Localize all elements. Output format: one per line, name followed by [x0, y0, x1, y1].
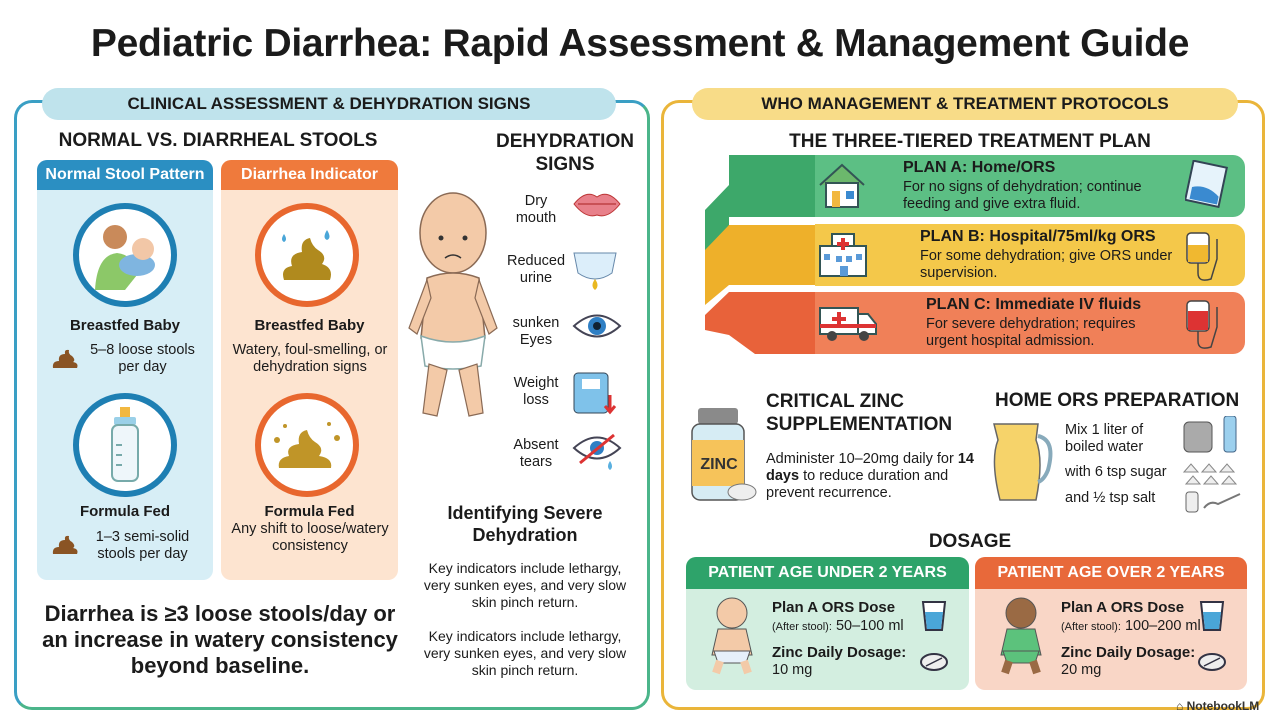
ors-dose-value: (After stool): 100–200 ml — [1061, 618, 1201, 634]
breastfeeding-icon — [73, 203, 177, 307]
ors-dose-value: (After stool): 50–100 ml — [772, 618, 904, 634]
dosage-title: DOSAGE — [928, 531, 1012, 552]
notebooklm-watermark: ⌂ NotebookLM — [1176, 699, 1260, 713]
treatment-plan-title: THE THREE-TIERED TREATMENT PLAN — [789, 131, 1151, 152]
plan-description: For some dehydration; give ORS under sup… — [920, 248, 1173, 281]
ors-ingredients-icons — [1182, 416, 1241, 513]
plan-description: For severe dehydration; requires urgent … — [926, 316, 1136, 349]
zinc-dose-label: Zinc Daily Dosage: — [1061, 644, 1196, 661]
normal-stool-header: Normal Stool Pattern — [37, 160, 213, 190]
diarrhea-formula-text: Any shift to loose/watery consistency — [231, 521, 389, 554]
zinc-dose-value: 20 mg — [1061, 662, 1102, 678]
diarrhea-formula-label: Formula Fed — [264, 503, 355, 520]
normal-formula-text: 1–3 semi-solid stools per day — [95, 529, 190, 562]
child-icon — [993, 595, 1049, 680]
plan-b-band — [815, 224, 1245, 286]
ors-dose-label: Plan A ORS Dose — [772, 599, 896, 616]
severe-dehydration-text: Key indicators include lethargy, very su… — [423, 560, 627, 610]
zinc-dose-value: 10 mg — [772, 662, 813, 678]
stools-title: NORMAL VS. DIARRHEAL STOOLS — [58, 130, 378, 151]
ors-dose-label: Plan A ORS Dose — [1061, 599, 1185, 616]
normal-breastfed-text: 5–8 loose stools per day — [90, 342, 195, 375]
plan-title: PLAN C: Immediate IV fluids — [926, 296, 1142, 313]
ors-pitcher-icon — [988, 420, 1058, 505]
zinc-title: CRITICAL ZINC SUPPLEMENTATION — [766, 391, 953, 435]
stool-icon — [50, 348, 80, 370]
eye-icon — [572, 311, 622, 346]
dosage-card-header: PATIENT AGE UNDER 2 YEARS — [686, 557, 969, 589]
cup-icon — [1199, 600, 1225, 637]
dehydration-sign-label: Dry mouth — [515, 193, 557, 226]
dehydration-sign-label: Weight loss — [513, 375, 559, 408]
stool-icon — [50, 534, 80, 556]
dehydration-sign-label: sunken Eyes — [512, 315, 560, 348]
house-icon — [818, 163, 866, 214]
watery-stool-icon — [255, 203, 359, 307]
zinc-dose-label: Zinc Daily Dosage: — [772, 644, 907, 661]
zinc-text: Administer 10–20mg daily for 14 days to … — [766, 451, 974, 501]
dehydration-title: DEHYDRATION SIGNS — [496, 131, 634, 175]
severe-dehydration-text-repeat: Key indicators include lethargy, very su… — [423, 628, 627, 678]
infant-icon — [704, 595, 760, 680]
plan-c-band — [815, 292, 1245, 354]
diarrhea-definition: Diarrhea is ≥3 loose stools/day or an in… — [42, 601, 398, 678]
plan-a-band — [815, 155, 1245, 217]
zinc-bottle-label: ZINC — [700, 456, 738, 473]
ors-packet-icon — [1184, 159, 1229, 213]
dehydration-sign-label: Reduced urine — [506, 253, 566, 286]
hospital-icon — [818, 232, 868, 283]
diaper-icon — [572, 249, 618, 298]
plan-title: PLAN B: Hospital/75ml/kg ORS — [920, 228, 1156, 245]
zinc-bottle-icon: ZINC — [690, 406, 760, 502]
dry-lips-icon — [572, 189, 622, 224]
clinical-assessment-header: CLINICAL ASSESSMENT & DEHYDRATION SIGNS — [42, 88, 616, 120]
cup-icon — [921, 600, 947, 637]
scale-icon — [572, 371, 618, 420]
tier-arrow-graphic — [705, 155, 815, 354]
ors-step-sugar: with 6 tsp sugar — [1065, 464, 1167, 480]
page-title: Pediatric Diarrhea: Rapid Assessment & M… — [90, 22, 1190, 65]
pill-icon — [919, 652, 949, 677]
diarrhea-breastfed-label: Breastfed Baby — [254, 317, 365, 334]
plan-description: For no signs of dehydration; continue fe… — [903, 179, 1142, 212]
dehydration-sign-label: Absent tears — [513, 437, 559, 470]
management-header: WHO MANAGEMENT & TREATMENT PROTOCOLS — [692, 88, 1238, 120]
iv-blood-bag-icon — [1185, 297, 1225, 358]
dosage-card-header: PATIENT AGE OVER 2 YEARS — [975, 557, 1247, 589]
baby-illustration — [403, 188, 503, 423]
baby-bottle-icon — [73, 393, 177, 497]
pill-icon — [1197, 652, 1227, 677]
iv-bag-icon — [1185, 229, 1225, 290]
home-ors-title: HOME ORS PREPARATION — [995, 390, 1240, 411]
ambulance-icon — [818, 300, 878, 347]
normal-formula-label: Formula Fed — [79, 503, 170, 520]
ors-step-salt: and ½ tsp salt — [1065, 490, 1156, 506]
splashing-stool-icon — [255, 393, 359, 497]
normal-breastfed-label: Breastfed Baby — [69, 317, 181, 334]
ors-step-water: Mix 1 liter of boiled water — [1065, 422, 1144, 455]
diarrhea-breastfed-text: Watery, foul-smelling, or dehydration si… — [232, 342, 388, 375]
plan-title: PLAN A: Home/ORS — [903, 159, 1056, 176]
severe-dehydration-title: Identifying Severe Dehydration — [447, 503, 603, 545]
no-tears-icon — [572, 433, 622, 478]
diarrhea-indicator-header: Diarrhea Indicator — [221, 160, 398, 190]
